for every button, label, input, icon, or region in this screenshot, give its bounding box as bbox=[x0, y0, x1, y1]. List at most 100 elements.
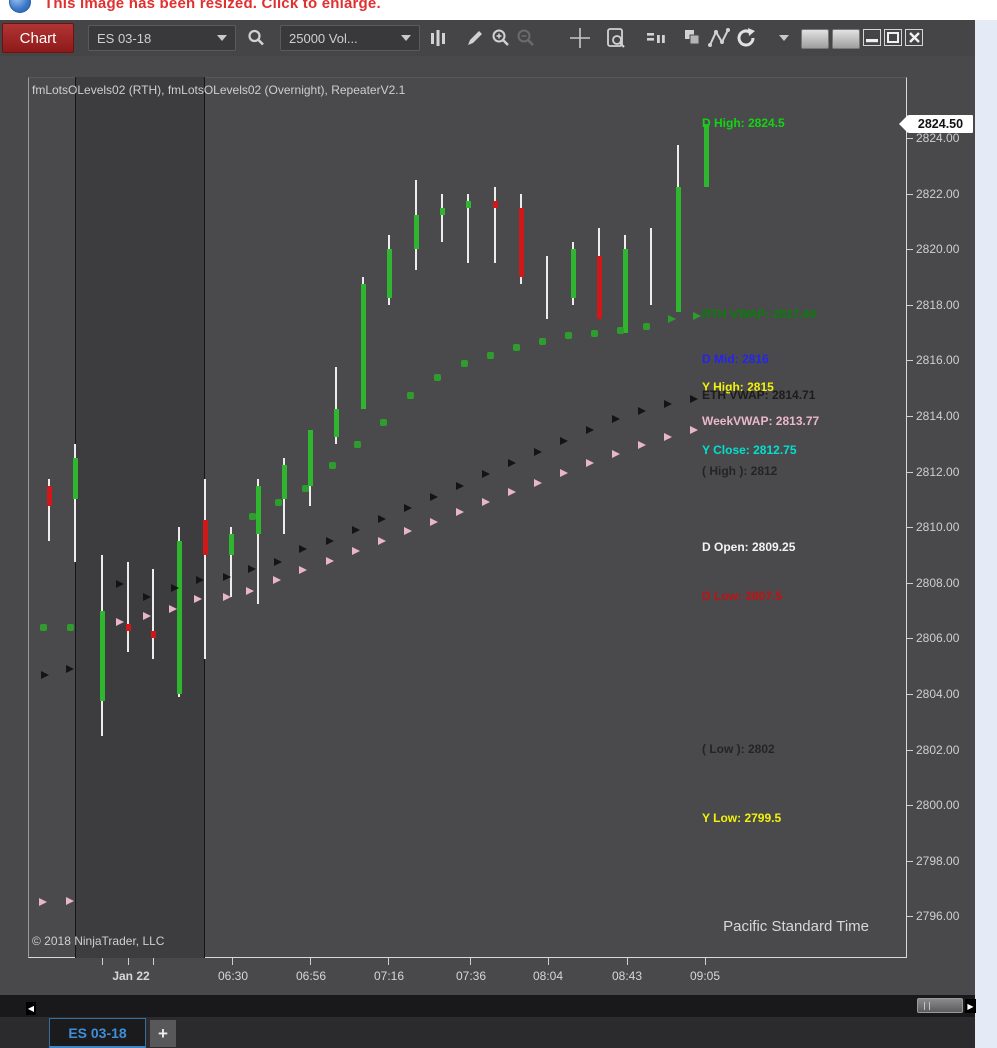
minimize-icon[interactable] bbox=[863, 29, 881, 46]
chevron-down-icon bbox=[401, 35, 411, 41]
add-tab-button[interactable]: + bbox=[150, 1020, 176, 1047]
price-axis-tick bbox=[907, 638, 913, 640]
crosshair-icon[interactable] bbox=[567, 26, 593, 50]
price-axis-tick bbox=[907, 304, 913, 306]
price-bar-body-up bbox=[440, 207, 445, 215]
rth-vwap-marker bbox=[643, 322, 650, 330]
price-axis-label: 2814.00 bbox=[916, 409, 960, 424]
scroll-right-arrow-icon[interactable]: ▶ bbox=[965, 999, 976, 1013]
price-axis-tick bbox=[907, 360, 913, 362]
time-axis-label: 07:36 bbox=[455, 969, 487, 983]
tab-bar: ES 03-18 + bbox=[0, 1017, 975, 1048]
instrument-dropdown[interactable]: ES 03-18 bbox=[88, 25, 236, 51]
thumb-grip bbox=[924, 1002, 930, 1010]
tab-label: ES 03-18 bbox=[68, 1024, 127, 1041]
horizontal-scrollbar: ◀ ▶ bbox=[0, 995, 976, 1017]
price-bar-body-up bbox=[466, 200, 471, 208]
toolbar-overflow-arrow-icon[interactable] bbox=[776, 26, 792, 50]
level-label: ( Low ): 2802 bbox=[702, 741, 775, 756]
rth-vwap-marker bbox=[67, 624, 74, 632]
level-label: D High: 2824.5 bbox=[702, 116, 785, 131]
price-axis-tick bbox=[907, 693, 913, 695]
eth-vwap-marker bbox=[404, 503, 412, 512]
time-axis-tick bbox=[627, 958, 628, 965]
rth-vwap-marker bbox=[487, 351, 494, 359]
time-axis-tick bbox=[470, 958, 471, 965]
rth-vwap-marker bbox=[380, 418, 387, 426]
maximize-icon[interactable] bbox=[884, 29, 902, 46]
pencil-icon[interactable] bbox=[462, 26, 488, 50]
interval-dropdown[interactable]: 25000 Vol... bbox=[280, 25, 420, 51]
weekvwap-marker bbox=[326, 556, 334, 565]
eth-vwap-marker bbox=[508, 459, 516, 468]
scroll-left-arrow-icon[interactable]: ◀ bbox=[26, 1002, 36, 1015]
price-axis-label: 2820.00 bbox=[916, 242, 960, 257]
weekvwap-marker bbox=[116, 617, 124, 626]
resize-notice-text[interactable]: This image has been resized. Click to en… bbox=[44, 0, 381, 12]
scrollbar-thumb[interactable] bbox=[917, 998, 963, 1013]
resize-notice[interactable]: This image has been resized. Click to en… bbox=[0, 0, 997, 20]
indicator-panel-icon[interactable] bbox=[643, 26, 669, 50]
price-bar-wick bbox=[546, 256, 548, 319]
weekvwap-marker bbox=[638, 441, 646, 450]
eth-vwap-marker bbox=[326, 537, 334, 546]
price-axis-tick bbox=[907, 749, 913, 751]
last-price-callout: 2824.50 bbox=[899, 115, 973, 134]
price-bar-body-down bbox=[203, 520, 208, 555]
price-axis-label: 2800.00 bbox=[916, 798, 960, 813]
search-icon[interactable] bbox=[243, 26, 269, 50]
price-bar-wick bbox=[127, 561, 129, 653]
price-bar-wick bbox=[74, 443, 76, 562]
layout-button-1[interactable] bbox=[801, 29, 829, 49]
price-bar-wick bbox=[335, 367, 337, 444]
time-axis-label: 06:56 bbox=[295, 969, 327, 983]
reload-icon[interactable] bbox=[733, 26, 759, 50]
eth-vwap-marker bbox=[299, 545, 307, 554]
rth-vwap-marker bbox=[407, 392, 414, 400]
zoom-out-icon[interactable] bbox=[513, 26, 539, 50]
callout-arrow-icon bbox=[899, 115, 908, 134]
time-axis-label: 08:43 bbox=[611, 969, 643, 983]
rth-vwap-marker bbox=[434, 374, 441, 382]
rth-vwap-marker bbox=[40, 624, 47, 632]
time-axis-tick bbox=[128, 958, 129, 965]
eth-vwap-marker bbox=[143, 592, 151, 601]
time-axis-label: 09:05 bbox=[689, 969, 721, 983]
price-axis-label: 2816.00 bbox=[916, 353, 960, 368]
price-axis-tick bbox=[907, 193, 913, 195]
eth-vwap-marker bbox=[534, 448, 542, 457]
weekvwap-marker bbox=[299, 566, 307, 575]
layout-button-2[interactable] bbox=[832, 29, 860, 49]
copyright-label: © 2018 NinjaTrader, LLC bbox=[32, 934, 165, 948]
ninjatrader-chart-window: Chart ES 03-18 25000 Vol... bbox=[0, 20, 976, 1048]
polyline-icon[interactable] bbox=[706, 26, 732, 50]
weekvwap-marker bbox=[430, 517, 438, 526]
cascade-windows-icon[interactable] bbox=[679, 26, 705, 50]
weekvwap-marker bbox=[352, 546, 360, 555]
chart-menu-button[interactable]: Chart bbox=[2, 23, 74, 53]
price-axis-tick bbox=[907, 860, 913, 862]
price-axis-tick bbox=[907, 249, 913, 251]
price-axis-tick bbox=[907, 805, 913, 807]
price-axis-label: 2804.00 bbox=[916, 686, 960, 701]
bar-style-icon[interactable] bbox=[425, 26, 451, 50]
weekvwap-marker bbox=[378, 537, 386, 546]
level-label: ( High ): 2812 bbox=[702, 463, 778, 478]
price-bar-body-up bbox=[256, 485, 261, 535]
close-icon[interactable] bbox=[905, 29, 923, 46]
tab-es-03-18[interactable]: ES 03-18 bbox=[49, 1018, 146, 1048]
weekvwap-marker bbox=[404, 527, 412, 536]
time-axis-tick bbox=[102, 958, 103, 965]
time-axis-tick bbox=[310, 958, 311, 965]
price-bar-body-up bbox=[704, 124, 709, 187]
rth-vwap-marker bbox=[354, 440, 361, 448]
weekvwap-marker bbox=[482, 498, 490, 507]
price-axis-label: 2802.00 bbox=[916, 742, 960, 757]
data-box-icon[interactable] bbox=[603, 26, 629, 50]
weekvwap-marker bbox=[273, 576, 281, 585]
eth-vwap-marker bbox=[430, 492, 438, 501]
rth-vwap-marker bbox=[693, 312, 701, 320]
weekvwap-marker bbox=[246, 587, 254, 596]
eth-vwap-marker bbox=[586, 425, 594, 434]
zoom-in-icon[interactable] bbox=[488, 26, 514, 50]
